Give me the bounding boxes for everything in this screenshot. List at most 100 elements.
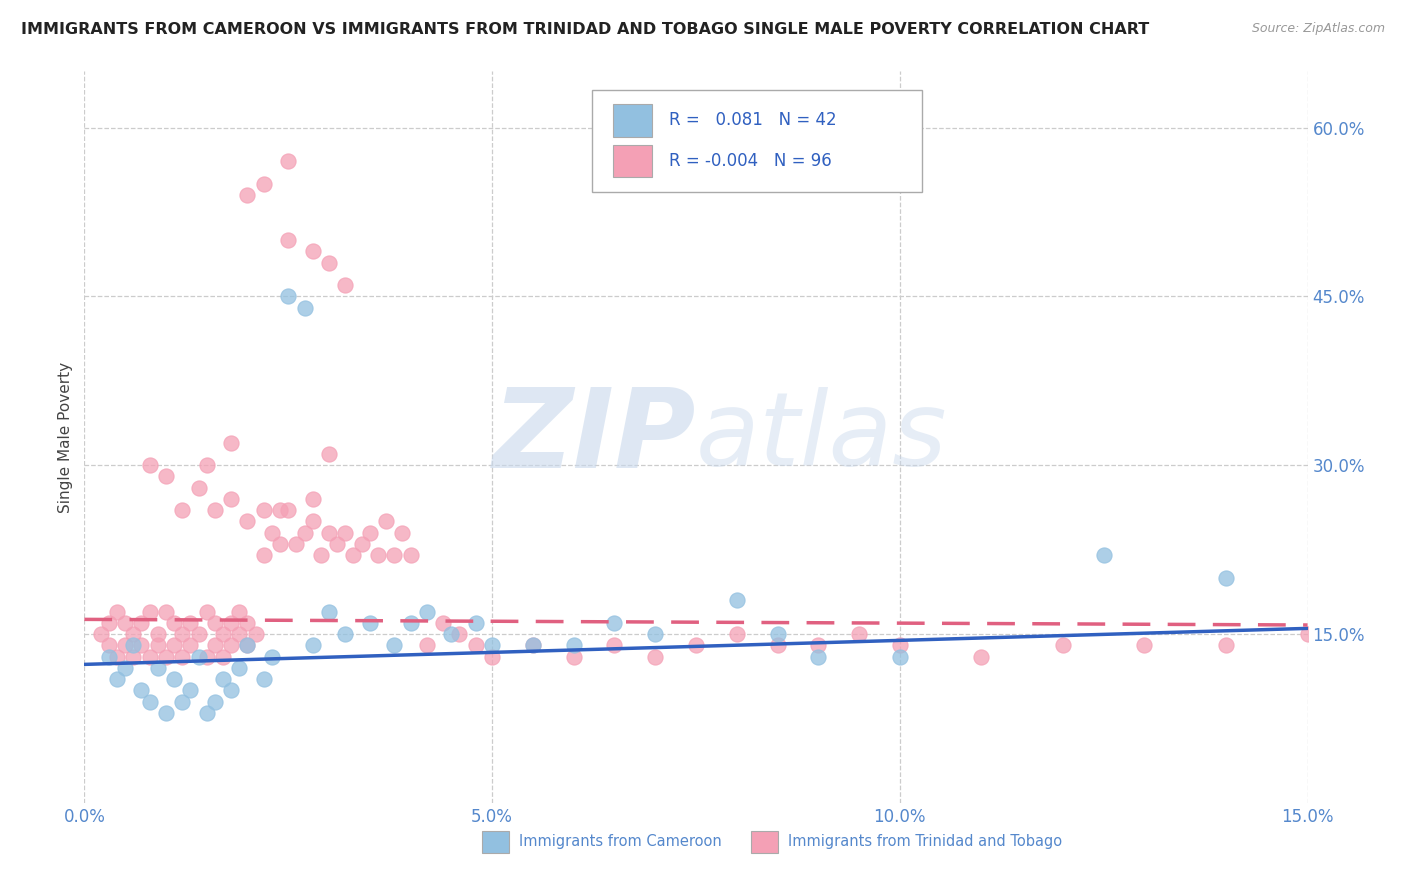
Point bbox=[187, 627, 209, 641]
Point bbox=[195, 605, 218, 619]
Point bbox=[1133, 638, 1156, 652]
Point bbox=[212, 649, 235, 664]
Point bbox=[114, 661, 136, 675]
Point bbox=[277, 154, 299, 169]
Point bbox=[146, 661, 169, 675]
Point bbox=[179, 638, 201, 652]
Point bbox=[155, 469, 177, 483]
Point bbox=[603, 638, 626, 652]
Point bbox=[1092, 548, 1115, 562]
Point bbox=[432, 615, 454, 630]
Point bbox=[253, 177, 276, 191]
Point bbox=[253, 503, 276, 517]
Point bbox=[416, 605, 439, 619]
Point bbox=[725, 593, 748, 607]
Point bbox=[122, 627, 145, 641]
Point bbox=[187, 649, 209, 664]
Point bbox=[350, 537, 373, 551]
Point bbox=[236, 615, 259, 630]
Point bbox=[725, 627, 748, 641]
Point bbox=[204, 503, 226, 517]
Point bbox=[1296, 627, 1319, 641]
Point bbox=[163, 638, 186, 652]
Y-axis label: Single Male Poverty: Single Male Poverty bbox=[58, 361, 73, 513]
Point bbox=[309, 548, 332, 562]
Point bbox=[219, 491, 242, 506]
Point bbox=[277, 503, 299, 517]
Point bbox=[603, 615, 626, 630]
Point bbox=[163, 615, 186, 630]
Point bbox=[399, 615, 422, 630]
Point bbox=[481, 649, 503, 664]
Point bbox=[219, 638, 242, 652]
Point bbox=[766, 627, 789, 641]
Point bbox=[335, 525, 357, 540]
Point bbox=[562, 649, 585, 664]
Point bbox=[179, 683, 201, 698]
Point bbox=[277, 289, 299, 303]
Point bbox=[260, 525, 283, 540]
Point bbox=[131, 638, 153, 652]
Point bbox=[301, 491, 323, 506]
Point bbox=[105, 605, 128, 619]
Point bbox=[163, 672, 186, 686]
Point bbox=[253, 672, 276, 686]
Point bbox=[301, 638, 323, 652]
Point bbox=[269, 537, 291, 551]
Point bbox=[375, 515, 398, 529]
Point bbox=[889, 638, 911, 652]
Point bbox=[195, 706, 218, 720]
Text: R = -0.004   N = 96: R = -0.004 N = 96 bbox=[669, 152, 832, 169]
Point bbox=[212, 627, 235, 641]
Point bbox=[122, 638, 145, 652]
Point bbox=[228, 605, 250, 619]
Point bbox=[219, 435, 242, 450]
Text: IMMIGRANTS FROM CAMEROON VS IMMIGRANTS FROM TRINIDAD AND TOBAGO SINGLE MALE POVE: IMMIGRANTS FROM CAMEROON VS IMMIGRANTS F… bbox=[21, 22, 1149, 37]
Text: Immigrants from Cameroon: Immigrants from Cameroon bbox=[519, 834, 721, 849]
FancyBboxPatch shape bbox=[592, 90, 922, 192]
Point bbox=[342, 548, 364, 562]
Point bbox=[228, 627, 250, 641]
Point bbox=[277, 233, 299, 247]
Point bbox=[105, 649, 128, 664]
Point bbox=[122, 649, 145, 664]
Point bbox=[131, 683, 153, 698]
Text: Source: ZipAtlas.com: Source: ZipAtlas.com bbox=[1251, 22, 1385, 36]
Point bbox=[138, 605, 160, 619]
Point bbox=[228, 661, 250, 675]
Point bbox=[318, 605, 340, 619]
Point bbox=[644, 649, 666, 664]
Point bbox=[138, 458, 160, 473]
Point bbox=[172, 503, 194, 517]
Point bbox=[522, 638, 544, 652]
Point bbox=[269, 503, 291, 517]
Point bbox=[359, 615, 381, 630]
Point bbox=[464, 615, 486, 630]
Point bbox=[204, 694, 226, 708]
Point bbox=[391, 525, 413, 540]
Point bbox=[97, 615, 120, 630]
Point bbox=[131, 615, 153, 630]
Point bbox=[90, 627, 112, 641]
Point bbox=[138, 694, 160, 708]
Point bbox=[766, 638, 789, 652]
Point bbox=[260, 649, 283, 664]
Point bbox=[359, 525, 381, 540]
Point bbox=[644, 627, 666, 641]
Point bbox=[1215, 571, 1237, 585]
Point bbox=[195, 649, 218, 664]
Point bbox=[253, 548, 276, 562]
Text: Immigrants from Trinidad and Tobago: Immigrants from Trinidad and Tobago bbox=[787, 834, 1062, 849]
Point bbox=[440, 627, 463, 641]
Point bbox=[236, 188, 259, 202]
Point bbox=[481, 638, 503, 652]
Point bbox=[204, 638, 226, 652]
Point bbox=[155, 605, 177, 619]
Point bbox=[318, 447, 340, 461]
Text: R =   0.081   N = 42: R = 0.081 N = 42 bbox=[669, 112, 837, 129]
Point bbox=[114, 638, 136, 652]
Text: atlas: atlas bbox=[696, 387, 948, 487]
Point bbox=[335, 627, 357, 641]
Point bbox=[138, 649, 160, 664]
Point bbox=[318, 525, 340, 540]
